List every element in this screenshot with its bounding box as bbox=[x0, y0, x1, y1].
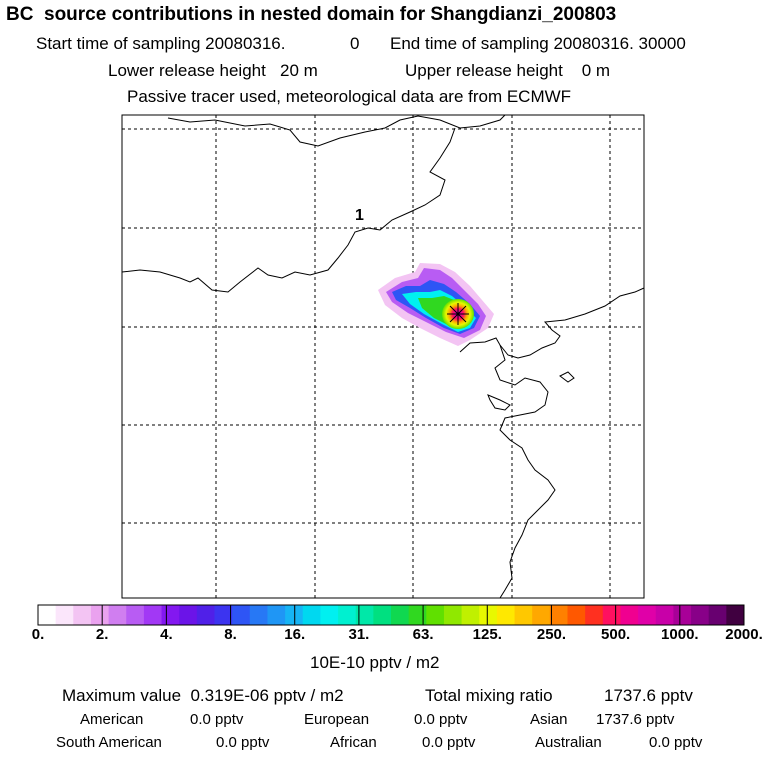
colorbar-cell bbox=[479, 605, 498, 625]
end-time-label: End time of sampling 20080316. 30000 bbox=[390, 34, 686, 53]
colorbar-tick-label: 0. bbox=[31, 626, 45, 643]
colorbar-cell bbox=[126, 605, 145, 625]
european-label: European bbox=[304, 711, 370, 728]
colorbar-cell bbox=[373, 605, 392, 625]
star-icon bbox=[447, 303, 469, 325]
african-value: 0.0 pptv bbox=[422, 734, 476, 751]
colorbar-tick-label: 2000. bbox=[725, 626, 763, 643]
south-american-label: South American bbox=[56, 734, 162, 751]
colorbar-cell bbox=[461, 605, 480, 625]
colorbar-cell bbox=[108, 605, 127, 625]
colorbar-cell bbox=[143, 605, 163, 625]
colorbar-cell bbox=[73, 605, 92, 625]
colorbar-tick-label: 250. bbox=[536, 626, 567, 643]
colorbar-tick-label: 500. bbox=[601, 626, 631, 643]
colorbar-cell bbox=[691, 605, 710, 625]
colorbar-cell bbox=[249, 605, 268, 625]
plot-title: BC source contributions in nested domain… bbox=[6, 4, 617, 25]
colorbar-cell bbox=[408, 605, 427, 625]
colorbar-cell bbox=[338, 605, 357, 625]
african-label: African bbox=[330, 734, 377, 751]
colorbar-tick-label: 16. bbox=[284, 626, 306, 643]
colorbar-cell bbox=[55, 605, 74, 625]
max-value: Maximum value 0.319E-06 pptv / m2 bbox=[62, 686, 344, 705]
colorbar-tick-label: 1000. bbox=[661, 626, 699, 643]
colorbar-tick-label: 125. bbox=[472, 626, 502, 643]
european-value: 0.0 pptv bbox=[414, 711, 468, 728]
colorbar-cell bbox=[620, 605, 639, 625]
colorbar-cell bbox=[179, 605, 198, 625]
colorbar-cell bbox=[443, 605, 463, 625]
total-mixing-value: 1737.6 pptv bbox=[604, 686, 693, 705]
asian-value: 1737.6 pptv bbox=[596, 711, 675, 728]
colorbar-cell bbox=[638, 605, 657, 625]
graticule bbox=[122, 115, 644, 598]
start-time-label: Start time of sampling 20080316. bbox=[36, 34, 286, 53]
colorbar-units: 10E-10 pptv / m2 bbox=[310, 653, 440, 672]
colorbar-tick-label: 31. bbox=[348, 626, 370, 643]
contour-label: 1 bbox=[355, 207, 364, 224]
colorbar-cell bbox=[391, 605, 410, 625]
asian-label: Asian bbox=[530, 711, 568, 728]
colorbar-cell bbox=[602, 605, 621, 625]
colorbar-cell bbox=[302, 605, 321, 625]
australian-value: 0.0 pptv bbox=[649, 734, 703, 751]
colorbar-tick-label: 4. bbox=[160, 626, 173, 643]
total-mixing-label: Total mixing ratio bbox=[425, 686, 553, 705]
american-label: American bbox=[80, 711, 144, 728]
colorbar-cell bbox=[90, 605, 110, 625]
colorbar-cell bbox=[196, 605, 215, 625]
map-frame bbox=[121, 114, 645, 599]
american-value: 0.0 pptv bbox=[190, 711, 244, 728]
colorbar-cell bbox=[267, 605, 286, 625]
coastlines-borders bbox=[121, 114, 645, 599]
australian-label: Australian bbox=[535, 734, 602, 751]
colorbar-cell bbox=[320, 605, 339, 625]
colorbar-cell bbox=[532, 605, 551, 625]
colorbar-cell bbox=[514, 605, 533, 625]
lower-release-height: Lower release height 20 m bbox=[108, 61, 318, 80]
colorbar-cell bbox=[285, 605, 304, 625]
colorbar-cell bbox=[708, 605, 727, 625]
colorbar-cell bbox=[214, 605, 233, 625]
colorbar-cell bbox=[567, 605, 586, 625]
start-time-value: 0 bbox=[350, 34, 360, 53]
colorbar-tick-label: 2. bbox=[95, 626, 109, 643]
colorbar-cell bbox=[426, 605, 445, 625]
upper-release-height: Upper release height 0 m bbox=[405, 61, 611, 80]
colorbar-cell bbox=[726, 605, 745, 625]
colorbar-cell bbox=[585, 605, 604, 625]
colorbar-tick-label: 8. bbox=[224, 626, 237, 643]
colorbar-cell bbox=[549, 605, 568, 625]
colorbar-cell bbox=[496, 605, 516, 625]
colorbar-cell bbox=[232, 605, 251, 625]
colorbar-tick-label: 63. bbox=[412, 626, 434, 643]
colorbar-cell bbox=[673, 605, 692, 625]
colorbar-cell bbox=[655, 605, 674, 625]
tracer-note: Passive tracer used, meteorological data… bbox=[127, 87, 572, 106]
south-american-value: 0.0 pptv bbox=[216, 734, 270, 751]
colorbar-cell bbox=[38, 605, 57, 625]
colorbar-cell bbox=[355, 605, 374, 625]
colorbar-cell bbox=[161, 605, 180, 625]
